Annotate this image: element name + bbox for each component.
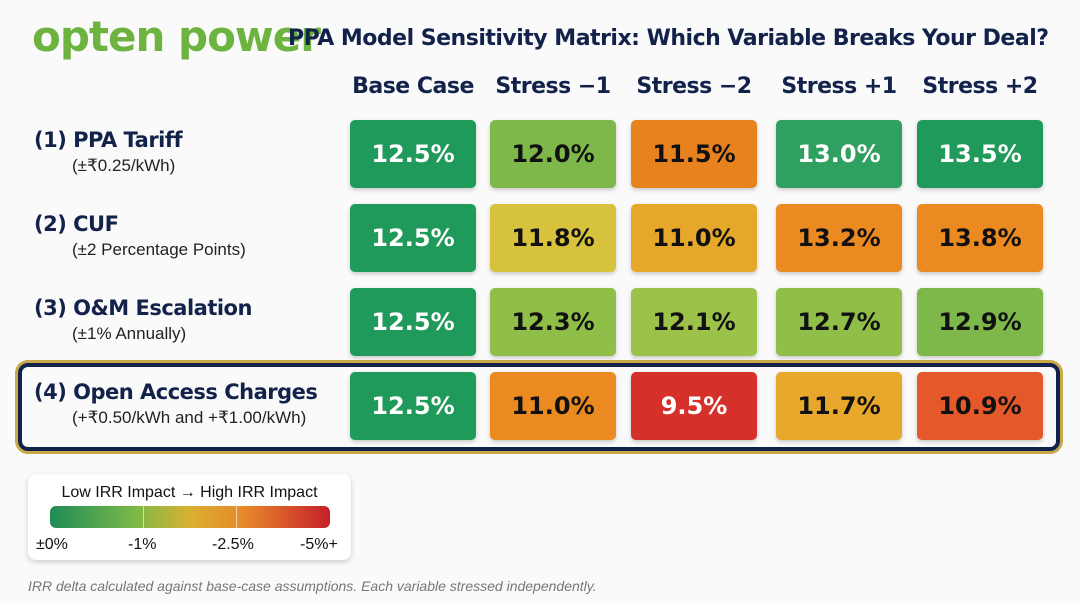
matrix-cell: 9.5% bbox=[631, 372, 757, 440]
row-subtitle: (+₹0.50/kWh and +₹1.00/kWh) bbox=[72, 408, 307, 427]
matrix-cell: 12.9% bbox=[917, 288, 1043, 356]
row-title: (3) O&M Escalation bbox=[34, 296, 252, 320]
page-title: PPA Model Sensitivity Matrix: Which Vari… bbox=[288, 26, 1049, 51]
row-label: (4) Open Access Charges (+₹0.50/kWh and +… bbox=[34, 380, 318, 428]
legend-label: ±0% bbox=[36, 536, 68, 553]
column-header: Stress −2 bbox=[636, 74, 752, 99]
matrix-cell: 12.5% bbox=[350, 204, 476, 272]
matrix-cell: 12.5% bbox=[350, 288, 476, 356]
matrix-cell: 11.8% bbox=[490, 204, 616, 272]
matrix-cell: 13.2% bbox=[776, 204, 902, 272]
row-label: (3) O&M Escalation (±1% Annually) bbox=[34, 296, 252, 344]
legend-label: -2.5% bbox=[212, 536, 254, 553]
legend-label: -5%+ bbox=[300, 536, 338, 553]
column-header: Stress +1 bbox=[781, 74, 897, 99]
footnote: IRR delta calculated against base-case a… bbox=[28, 578, 597, 594]
matrix-cell: 13.5% bbox=[917, 120, 1043, 188]
matrix-cell: 13.8% bbox=[917, 204, 1043, 272]
legend: Low IRR Impact → High IRR Impact ±0% -1%… bbox=[28, 474, 351, 560]
matrix-cell: 12.5% bbox=[350, 120, 476, 188]
logo: opten power bbox=[32, 12, 321, 61]
matrix-cell: 12.3% bbox=[490, 288, 616, 356]
matrix-cell: 11.7% bbox=[776, 372, 902, 440]
column-header: Base Case bbox=[352, 74, 474, 99]
row-label: (2) CUF (±2 Percentage Points) bbox=[34, 212, 246, 260]
row-subtitle: (±₹0.25/kWh) bbox=[72, 156, 176, 175]
row-title: (1) PPA Tariff bbox=[34, 128, 183, 152]
matrix-cell: 11.0% bbox=[490, 372, 616, 440]
matrix-cell: 12.1% bbox=[631, 288, 757, 356]
row-subtitle: (±1% Annually) bbox=[72, 324, 187, 343]
matrix-cell: 12.0% bbox=[490, 120, 616, 188]
matrix-cell: 12.7% bbox=[776, 288, 902, 356]
legend-label: -1% bbox=[128, 536, 157, 553]
highlight-frame bbox=[18, 363, 1060, 451]
row-title: (4) Open Access Charges bbox=[34, 380, 318, 404]
row-subtitle: (±2 Percentage Points) bbox=[72, 240, 246, 259]
row-title: (2) CUF bbox=[34, 212, 119, 236]
column-header: Stress +2 bbox=[922, 74, 1038, 99]
legend-gradient bbox=[50, 506, 330, 528]
matrix-cell: 11.0% bbox=[631, 204, 757, 272]
matrix-cell: 11.5% bbox=[631, 120, 757, 188]
column-header: Stress −1 bbox=[495, 74, 611, 99]
matrix-cell: 10.9% bbox=[917, 372, 1043, 440]
row-label: (1) PPA Tariff (±₹0.25/kWh) bbox=[34, 128, 183, 176]
matrix-cell: 12.5% bbox=[350, 372, 476, 440]
matrix-cell: 13.0% bbox=[776, 120, 902, 188]
legend-title: Low IRR Impact → High IRR Impact bbox=[61, 484, 318, 501]
